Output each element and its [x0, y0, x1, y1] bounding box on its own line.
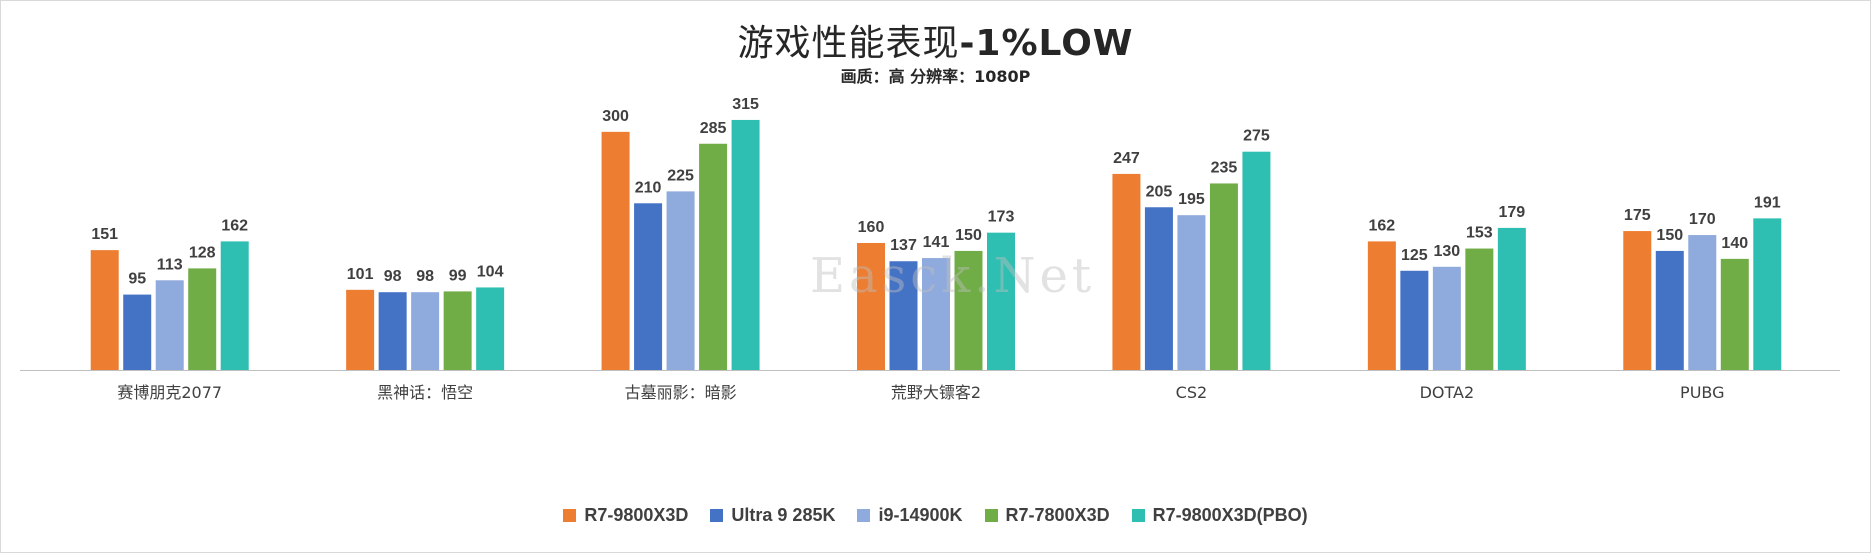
data-label: 113	[157, 256, 183, 273]
legend-swatch	[563, 509, 577, 522]
bar	[601, 131, 630, 370]
bar	[1177, 215, 1206, 370]
x-tick-label: 古墓丽影：暗影	[625, 383, 737, 402]
legend-label: R7-9800X3D(PBO)	[1152, 505, 1308, 525]
x-tick-label: 荒野大镖客2	[891, 383, 981, 402]
bar	[699, 143, 728, 370]
data-label: 179	[1499, 204, 1526, 221]
x-tick-label: PUBG	[1680, 383, 1724, 402]
bar	[1144, 207, 1173, 370]
data-label: 170	[1689, 211, 1716, 228]
bar	[411, 292, 440, 370]
legend-item: R7-9800X3D	[563, 505, 688, 526]
data-label: 195	[1178, 191, 1205, 208]
legend-item: R7-7800X3D	[984, 505, 1110, 526]
data-label: 104	[477, 263, 504, 280]
bar	[220, 241, 249, 370]
data-label: 315	[732, 96, 759, 113]
chart-subtitle: 画质：高 分辨率：1080P	[840, 67, 1031, 86]
chart-legend: R7-9800X3D Ultra 9 285K i9-14900K R7-7800X3…	[0, 505, 1871, 526]
bar	[666, 191, 695, 370]
legend-swatch	[857, 509, 871, 522]
data-label: 191	[1754, 194, 1781, 211]
bar	[954, 250, 983, 370]
data-label: 101	[347, 266, 374, 283]
data-label: 300	[602, 108, 629, 125]
bar	[1753, 218, 1782, 370]
legend-item: i9-14900K	[857, 505, 963, 526]
legend-swatch	[984, 509, 998, 522]
data-label: 125	[1401, 247, 1428, 264]
data-label: 98	[416, 268, 434, 285]
bar	[1367, 241, 1396, 370]
data-label: 225	[667, 167, 694, 184]
bar	[889, 261, 918, 370]
chart-title: 游戏性能表现-1%LOW	[0, 14, 1871, 66]
data-label: 137	[890, 237, 917, 254]
bar	[731, 119, 760, 370]
bar	[987, 232, 1015, 370]
legend-item: Ultra 9 285K	[710, 505, 835, 526]
bar	[1400, 270, 1429, 370]
data-label: 98	[384, 268, 402, 285]
data-label: 150	[955, 227, 982, 244]
bar	[1623, 231, 1652, 370]
legend-label: R7-7800X3D	[1005, 505, 1110, 525]
x-tick-label: 黑神话：悟空	[377, 383, 473, 402]
data-label: 140	[1721, 235, 1748, 252]
data-label: 150	[1656, 227, 1683, 244]
data-label: 285	[700, 120, 727, 137]
bar	[1688, 235, 1717, 370]
bar	[634, 203, 663, 370]
data-label: 210	[635, 179, 662, 196]
chart-title-latin: -1%LOW	[959, 23, 1134, 64]
data-label: 160	[858, 219, 885, 236]
bar	[378, 292, 407, 370]
bar	[922, 258, 950, 370]
data-label: 162	[1369, 217, 1396, 234]
data-label: 153	[1466, 225, 1493, 242]
bar	[188, 268, 217, 370]
legend-swatch	[710, 509, 724, 522]
data-label: 130	[1434, 243, 1461, 260]
legend-label: R7-9800X3D	[584, 505, 689, 525]
x-tick-label: 赛博朋克2077	[117, 383, 222, 402]
data-label: 275	[1243, 128, 1270, 145]
bar	[1112, 173, 1141, 370]
legend-label: Ultra 9 285K	[731, 505, 836, 525]
data-label: 173	[988, 209, 1015, 226]
data-label: 99	[449, 267, 467, 284]
data-label: 95	[128, 271, 146, 288]
data-label: 141	[923, 234, 950, 251]
data-label: 128	[189, 244, 216, 261]
bar	[1209, 183, 1238, 370]
bar	[1720, 258, 1749, 370]
bar	[1432, 266, 1461, 370]
bar	[857, 242, 885, 370]
watermark: Easck.Net	[810, 248, 1096, 304]
chart-title-cn: 游戏性能表现	[737, 23, 960, 64]
data-label: 205	[1146, 183, 1173, 200]
bar	[155, 280, 184, 370]
bar	[476, 287, 505, 370]
bar	[1242, 151, 1271, 370]
legend-swatch	[1131, 509, 1145, 522]
bar	[443, 291, 472, 370]
bar	[346, 289, 375, 370]
bar	[1655, 250, 1684, 370]
x-tick-label: DOTA2	[1420, 383, 1475, 402]
bar	[123, 294, 152, 370]
x-tick-label: CS2	[1176, 383, 1208, 402]
bar	[90, 250, 119, 370]
legend-label: i9-14900K	[878, 505, 963, 525]
data-label: 235	[1211, 159, 1238, 176]
data-label: 162	[221, 217, 248, 234]
bar	[1497, 227, 1526, 370]
data-label: 151	[91, 226, 118, 243]
bar	[1465, 248, 1494, 370]
data-label: 175	[1624, 207, 1651, 224]
legend-item: R7-9800X3D(PBO)	[1131, 505, 1308, 526]
data-label: 247	[1113, 150, 1140, 167]
